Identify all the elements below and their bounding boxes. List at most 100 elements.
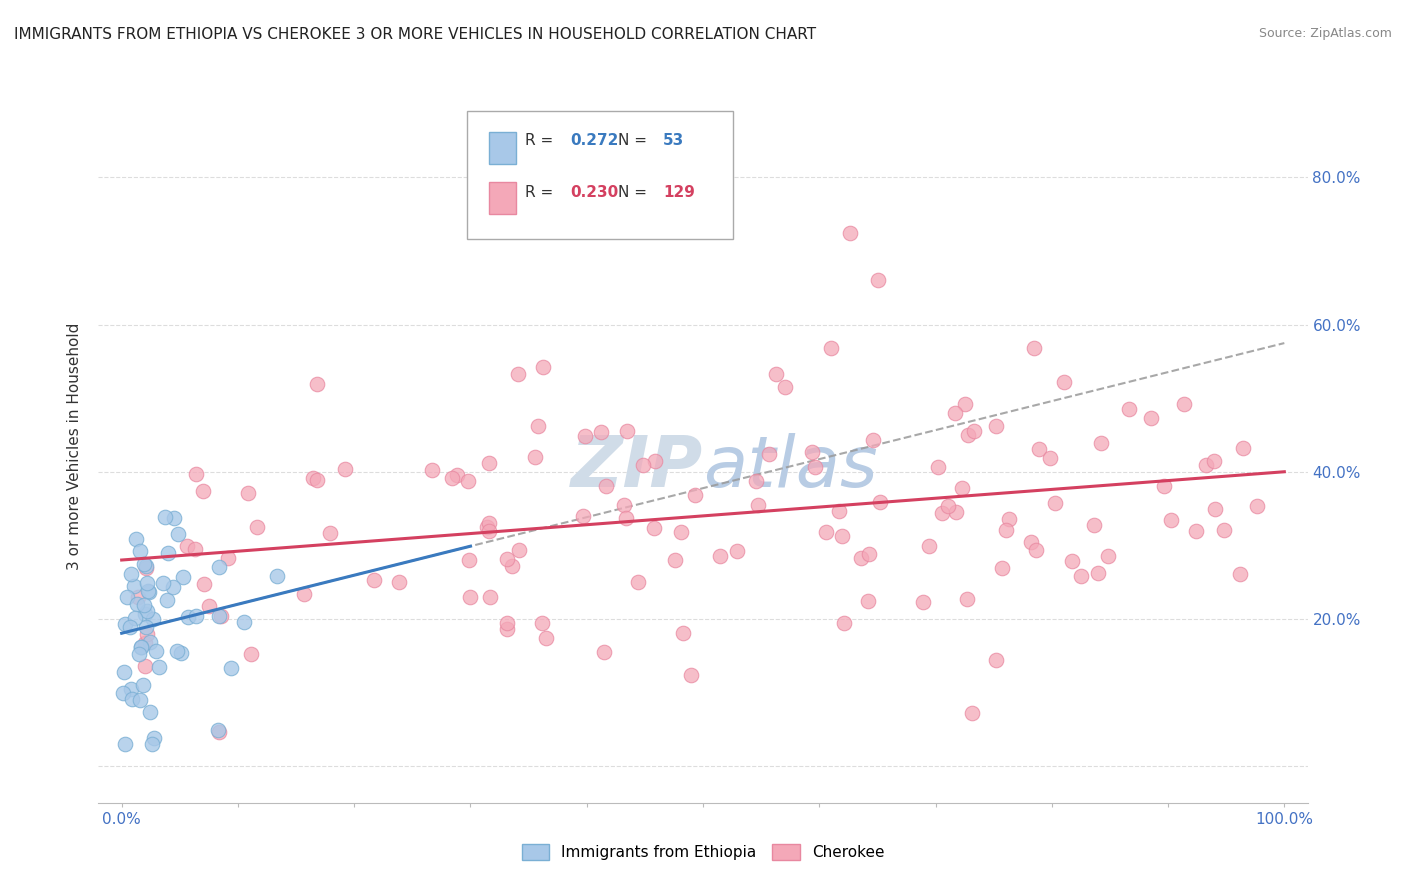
Point: [163, 511, 186, 525]
Point: [858, 547, 880, 561]
Point: [986, 653, 1008, 667]
Point: [984, 419, 1007, 434]
Point: [963, 425, 986, 439]
Point: [1195, 458, 1218, 472]
Text: 0.272: 0.272: [569, 133, 619, 148]
Point: [114, 616, 136, 631]
Point: [1028, 442, 1050, 456]
Point: [124, 579, 146, 593]
Point: [531, 359, 554, 374]
Point: [616, 511, 638, 525]
Point: [139, 635, 162, 649]
Point: [832, 615, 855, 630]
Point: [1173, 397, 1195, 411]
Point: [120, 682, 142, 697]
Point: [839, 226, 862, 240]
Point: [111, 686, 134, 700]
Point: [669, 524, 692, 539]
Point: [574, 429, 596, 443]
Point: [956, 592, 979, 607]
Point: [176, 539, 198, 553]
Text: IMMIGRANTS FROM ETHIOPIA VS CHEROKEE 3 OR MORE VEHICLES IN HOUSEHOLD CORRELATION: IMMIGRANTS FROM ETHIOPIA VS CHEROKEE 3 O…: [14, 27, 817, 42]
Point: [198, 599, 221, 614]
Point: [209, 609, 232, 624]
Point: [527, 418, 550, 433]
Point: [1153, 479, 1175, 493]
Point: [152, 576, 174, 591]
Point: [745, 475, 768, 489]
Point: [208, 559, 231, 574]
Point: [1097, 549, 1119, 564]
Point: [950, 481, 973, 495]
Point: [1212, 523, 1234, 537]
Point: [127, 590, 149, 604]
Point: [1184, 524, 1206, 538]
Point: [664, 553, 686, 567]
Point: [208, 609, 231, 624]
Point: [134, 607, 156, 621]
Point: [531, 615, 554, 630]
Point: [1025, 542, 1047, 557]
Point: [124, 610, 146, 624]
Point: [869, 495, 891, 509]
Point: [572, 509, 595, 524]
Point: [294, 587, 316, 601]
Point: [156, 546, 179, 560]
Point: [136, 583, 159, 598]
Point: [866, 273, 889, 287]
Point: [148, 659, 170, 673]
Point: [142, 612, 165, 626]
Point: [132, 558, 155, 572]
Point: [643, 521, 665, 535]
Point: [931, 506, 953, 520]
Point: [246, 520, 269, 534]
Point: [422, 463, 444, 477]
Point: [478, 456, 501, 470]
Point: [945, 505, 967, 519]
Point: [524, 450, 547, 464]
Point: [134, 659, 156, 673]
Point: [132, 677, 155, 691]
Point: [991, 561, 1014, 575]
Point: [120, 567, 142, 582]
Point: [1246, 499, 1268, 513]
Point: [240, 647, 263, 661]
Point: [143, 731, 166, 745]
Point: [495, 622, 517, 636]
Point: [121, 692, 143, 706]
Point: [124, 533, 146, 547]
Point: [1139, 411, 1161, 425]
Point: [828, 504, 851, 518]
Point: [446, 468, 468, 483]
Point: [1070, 568, 1092, 582]
Point: [801, 445, 824, 459]
Point: [208, 724, 231, 739]
Point: [166, 644, 188, 658]
Point: [994, 523, 1017, 537]
Point: [172, 570, 194, 584]
Point: [475, 520, 498, 534]
Point: [478, 516, 501, 530]
Point: [139, 705, 162, 719]
Point: [440, 470, 463, 484]
Point: [1045, 496, 1067, 510]
Point: [167, 526, 190, 541]
Point: [856, 594, 879, 608]
Point: [129, 543, 152, 558]
Point: [912, 595, 935, 609]
Text: atlas: atlas: [703, 433, 877, 502]
Point: [595, 479, 617, 493]
Point: [135, 626, 157, 640]
Point: [1062, 554, 1084, 568]
Point: [305, 473, 328, 487]
Point: [388, 575, 411, 590]
Point: [956, 428, 979, 442]
Point: [266, 569, 288, 583]
Point: [683, 488, 706, 502]
Text: N =: N =: [619, 133, 647, 148]
Point: [1024, 341, 1046, 355]
Text: 129: 129: [664, 186, 695, 200]
Point: [496, 552, 519, 566]
Point: [1039, 451, 1062, 466]
Point: [301, 471, 323, 485]
